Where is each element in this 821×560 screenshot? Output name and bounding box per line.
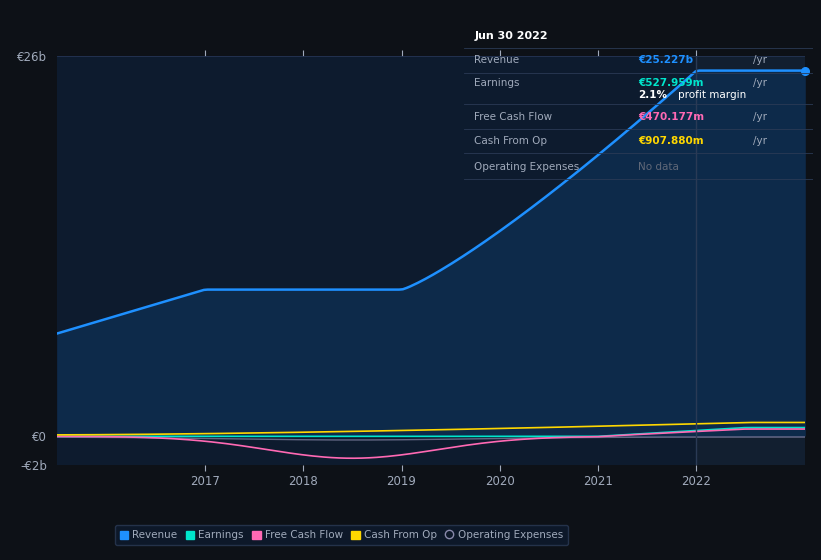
Text: Jun 30 2022: Jun 30 2022 <box>475 31 548 41</box>
Point <box>798 66 811 75</box>
Text: /yr: /yr <box>754 111 768 122</box>
Legend: Revenue, Earnings, Free Cash Flow, Cash From Op, Operating Expenses: Revenue, Earnings, Free Cash Flow, Cash … <box>115 525 568 545</box>
Text: Cash From Op: Cash From Op <box>475 137 548 147</box>
Text: Earnings: Earnings <box>475 78 520 88</box>
Text: /yr: /yr <box>754 55 768 66</box>
Text: /yr: /yr <box>754 78 768 88</box>
Text: €907.880m: €907.880m <box>639 137 704 147</box>
Text: No data: No data <box>639 162 679 172</box>
Text: /yr: /yr <box>754 137 768 147</box>
Text: €527.959m: €527.959m <box>639 78 704 88</box>
Text: Revenue: Revenue <box>475 55 520 66</box>
Text: Free Cash Flow: Free Cash Flow <box>475 111 553 122</box>
Text: €470.177m: €470.177m <box>639 111 704 122</box>
Text: profit margin: profit margin <box>678 90 747 100</box>
Text: 2.1%: 2.1% <box>639 90 667 100</box>
Text: Operating Expenses: Operating Expenses <box>475 162 580 172</box>
Bar <box>696 56 805 465</box>
Text: €25.227b: €25.227b <box>639 55 694 66</box>
